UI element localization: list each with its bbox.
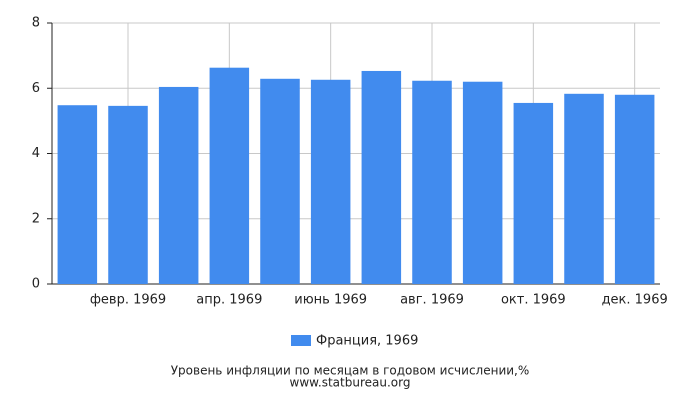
y-tick-label: 2 bbox=[32, 211, 40, 226]
bar bbox=[209, 67, 250, 284]
y-tick-label: 6 bbox=[32, 81, 40, 96]
y-tick-label: 0 bbox=[32, 277, 40, 292]
y-tick-label: 4 bbox=[32, 146, 40, 161]
bar bbox=[513, 102, 554, 285]
bar bbox=[412, 80, 452, 284]
x-tick-label: февр. 1969 bbox=[90, 293, 166, 308]
x-tick-label: окт. 1969 bbox=[501, 293, 566, 308]
chart-title: Уровень инфляции по месяцам в годовом ис… bbox=[171, 364, 530, 378]
bar bbox=[310, 79, 351, 284]
legend-swatch bbox=[291, 335, 311, 346]
x-tick-label: июнь 1969 bbox=[294, 293, 367, 308]
bar bbox=[614, 94, 655, 285]
x-tick-label: авг. 1969 bbox=[400, 293, 464, 308]
bar bbox=[361, 70, 402, 285]
x-tick-label: дек. 1969 bbox=[602, 293, 668, 308]
bar bbox=[158, 86, 199, 284]
bar bbox=[260, 78, 300, 284]
y-tick-label: 8 bbox=[32, 16, 40, 31]
legend-label: Франция, 1969 bbox=[316, 334, 418, 349]
x-tick-label: апр. 1969 bbox=[196, 293, 262, 308]
chart-subtitle: www.statbureau.org bbox=[290, 376, 411, 390]
bar bbox=[564, 93, 604, 284]
bar bbox=[57, 105, 98, 284]
bar bbox=[108, 105, 148, 285]
bar bbox=[462, 81, 503, 284]
